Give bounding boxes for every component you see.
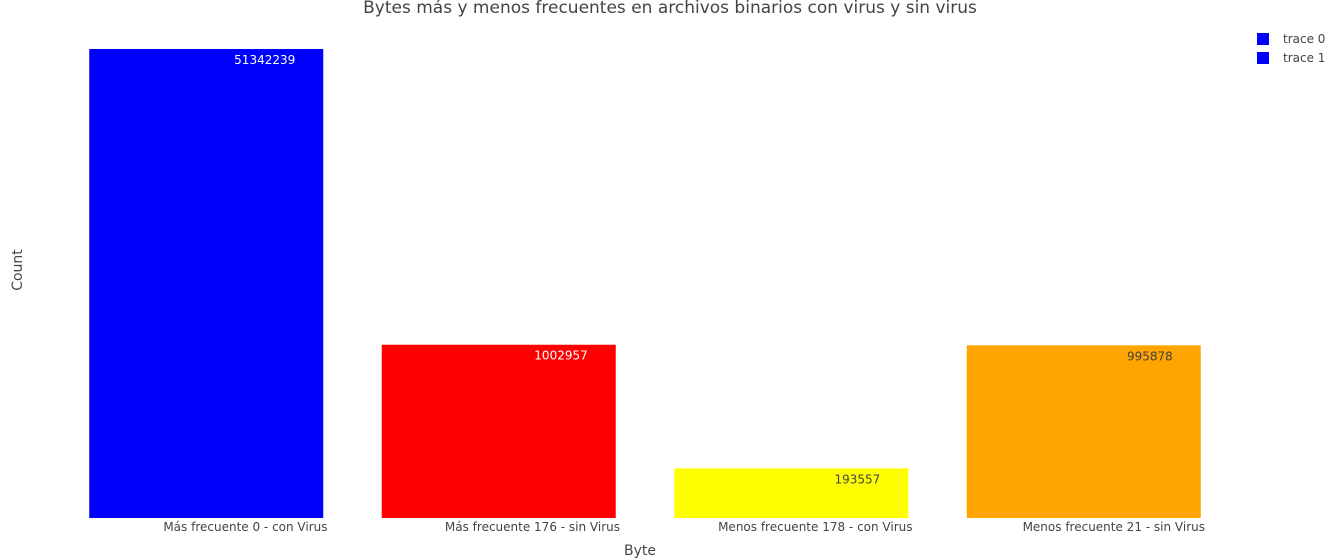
legend-label-2: trace 1 bbox=[1283, 51, 1325, 65]
bar-value-label-3: 193557 bbox=[834, 472, 880, 486]
chart-title: Bytes más y menos frecuentes en archivos… bbox=[363, 0, 977, 18]
bars-group bbox=[89, 49, 1201, 518]
bar-labels-group: 51342239 1002957 193557 995878 bbox=[234, 53, 1173, 486]
legend-swatch-1 bbox=[1257, 33, 1269, 45]
legend-label-1: trace 0 bbox=[1283, 32, 1325, 46]
bar-value-label-1: 51342239 bbox=[234, 53, 295, 67]
legend-item-2[interactable]: trace 1 bbox=[1257, 51, 1325, 65]
x-tick-label-2: Más frecuente 176 - sin Virus bbox=[445, 520, 620, 534]
x-tick-label-1: Más frecuente 0 - con Virus bbox=[163, 520, 327, 534]
x-tick-labels-group: Más frecuente 0 - con Virus Más frecuente… bbox=[163, 520, 1205, 534]
bar-2[interactable] bbox=[381, 344, 616, 518]
bar-value-label-2: 1002957 bbox=[534, 349, 587, 363]
bar-1[interactable] bbox=[89, 49, 324, 518]
x-axis-title: Byte bbox=[624, 543, 656, 558]
x-tick-label-4: Menos frecuente 21 - sin Virus bbox=[1023, 520, 1205, 534]
legend[interactable]: trace 0 trace 1 bbox=[1257, 32, 1325, 65]
bar-4[interactable] bbox=[966, 345, 1201, 518]
y-axis-title: Count bbox=[10, 249, 26, 291]
legend-swatch-2 bbox=[1257, 52, 1269, 64]
legend-item-1[interactable]: trace 0 bbox=[1257, 32, 1325, 46]
x-tick-label-3: Menos frecuente 178 - con Virus bbox=[718, 520, 912, 534]
bar-value-label-4: 995878 bbox=[1127, 349, 1173, 363]
bar-3[interactable] bbox=[674, 468, 909, 518]
